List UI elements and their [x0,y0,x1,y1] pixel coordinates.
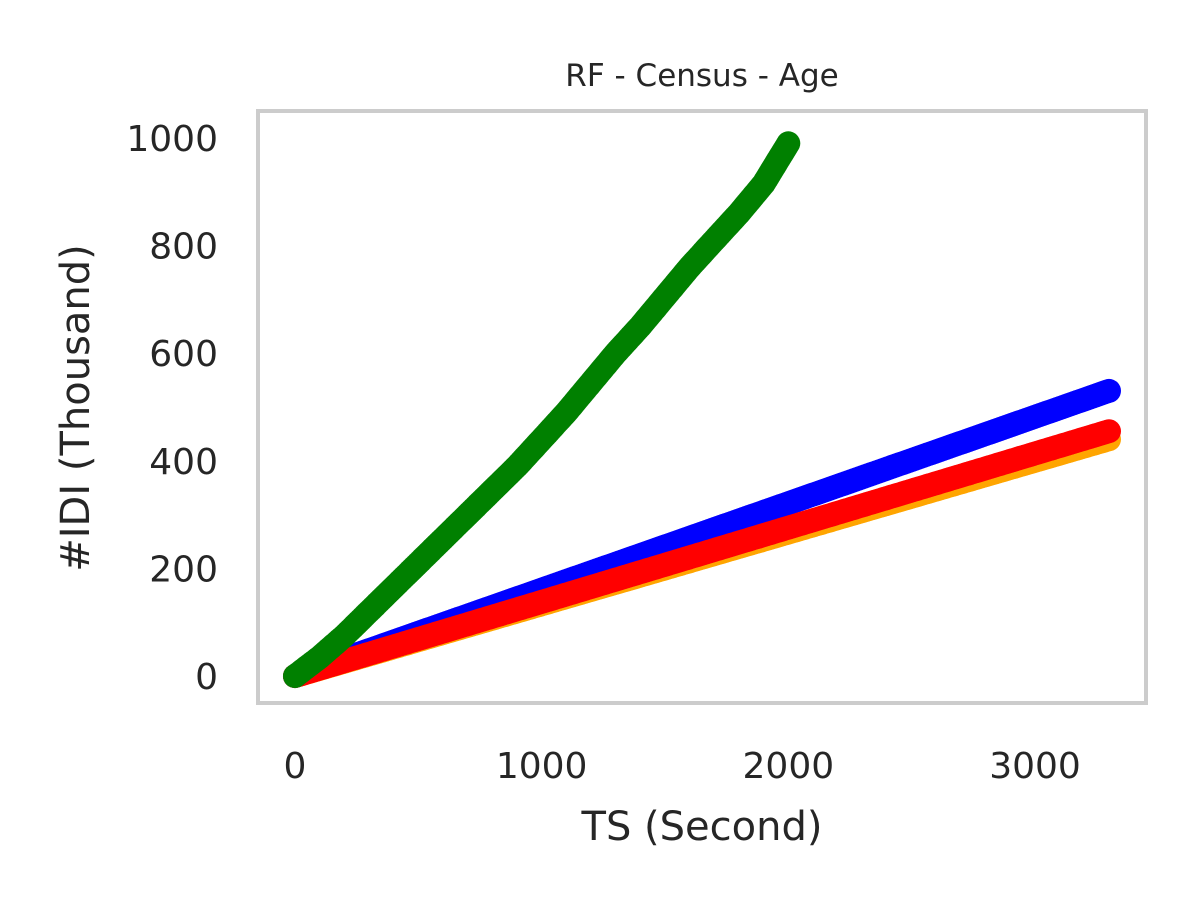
y-tick-label: 800 [149,227,218,268]
y-tick-labels: 0 200 400 600 800 1000 [126,119,218,698]
series-2 [283,419,1121,689]
y-tick-label: 0 [195,657,218,698]
series-3 [283,131,801,689]
x-tick-label: 2000 [743,746,835,787]
x-tick-label: 3000 [989,746,1081,787]
x-tick-label: 0 [284,746,307,787]
plot-frame [256,109,1148,705]
data-point [776,131,801,156]
y-tick-label: 400 [149,442,218,483]
chart-title: RF - Census - Age [565,58,838,94]
data-point [1097,378,1121,403]
y-tick-label: 600 [149,334,218,375]
y-tick-label: 200 [149,549,218,590]
data-point [1097,419,1121,444]
data-series [283,131,1121,689]
y-tick-label: 1000 [126,119,218,160]
x-tick-labels: 0 1000 2000 3000 [284,746,1081,787]
x-tick-label: 1000 [496,746,588,787]
y-axis-label: #IDI (Thousand) [53,244,99,572]
x-axis-label: TS (Second) [581,804,823,850]
